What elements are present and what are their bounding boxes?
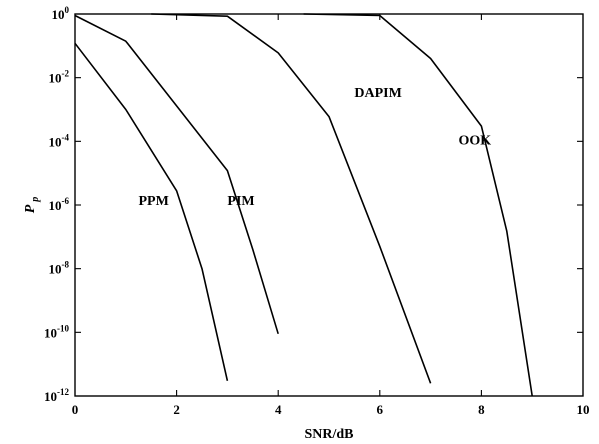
y-tick-label: 10-6 [49, 196, 70, 213]
x-tick-label: 10 [577, 402, 590, 417]
series-labels: PPM PIM DAPIM OOK [139, 86, 492, 209]
x-tick-label: 6 [377, 402, 384, 417]
curve-dapim [151, 13, 432, 384]
x-axis-label: SNR/dB [304, 427, 353, 442]
y-tick-label: 10-4 [49, 132, 70, 149]
x-tick-label: 0 [72, 402, 79, 417]
series-label-ook: OOK [459, 133, 492, 148]
series-label-pim: PIM [227, 194, 254, 209]
series-label-dapim: DAPIM [354, 86, 401, 101]
y-axis-label: P p [23, 197, 41, 214]
y-axis-ticks: 100 10-2 10-4 10-6 10-8 10-10 10-12 [44, 5, 583, 404]
curve-ook [303, 13, 533, 397]
y-tick-label: 100 [52, 5, 70, 22]
y-tick-label: 10-12 [44, 387, 69, 404]
x-axis-ticks: 0 2 4 6 8 10 [72, 14, 590, 417]
y-axis-label-main: P [23, 204, 38, 213]
y-tick-label: 10-10 [44, 323, 69, 340]
curve-pim [74, 14, 279, 335]
x-tick-label: 8 [478, 402, 485, 417]
series-curves [74, 13, 533, 397]
curve-ppm [74, 42, 229, 381]
series-label-ppm: PPM [139, 194, 169, 209]
y-tick-label: 10-2 [49, 69, 70, 86]
y-tick-label: 10-8 [49, 260, 70, 277]
x-tick-label: 2 [173, 402, 180, 417]
x-tick-label: 4 [275, 402, 282, 417]
y-axis-label-sub: p [30, 197, 41, 203]
